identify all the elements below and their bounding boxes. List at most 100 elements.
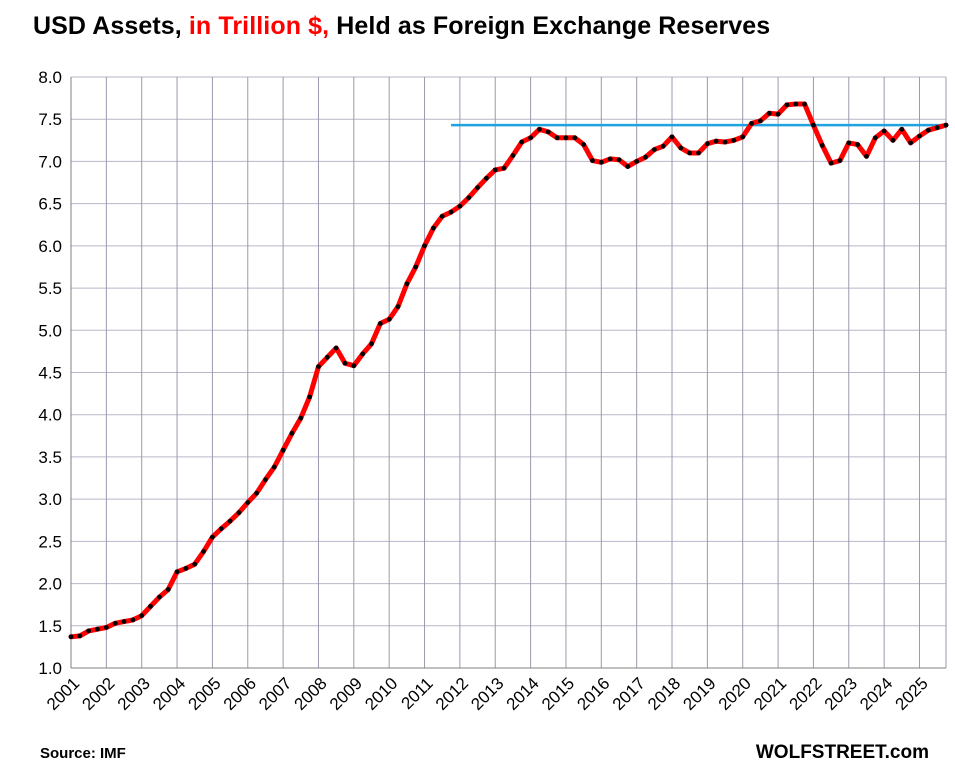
x-tick-label: 2002 bbox=[78, 674, 118, 714]
data-point bbox=[766, 110, 772, 116]
data-point bbox=[678, 145, 684, 151]
x-tick-label: 2017 bbox=[609, 674, 649, 714]
x-tick-label: 2012 bbox=[432, 674, 472, 714]
data-point bbox=[245, 500, 251, 505]
x-tick-label: 2022 bbox=[785, 674, 825, 714]
x-axis: 2001200220032004200520062007200820092010… bbox=[43, 667, 946, 714]
title-part-3: Held as Foreign Exchange Reserves bbox=[329, 12, 771, 40]
x-tick-label: 2021 bbox=[750, 674, 790, 714]
data-point bbox=[183, 565, 189, 571]
brand-label: WOLFSTREET.com bbox=[755, 742, 929, 763]
x-tick-label: 2018 bbox=[644, 674, 684, 714]
x-tick-label: 2019 bbox=[679, 674, 719, 714]
data-point bbox=[298, 415, 304, 421]
data-point bbox=[519, 139, 525, 145]
y-tick-label: 2.5 bbox=[38, 532, 62, 551]
data-point bbox=[696, 150, 701, 156]
data-point bbox=[254, 490, 260, 496]
data-point bbox=[342, 360, 348, 366]
data-point bbox=[687, 150, 693, 156]
data-point bbox=[413, 264, 419, 270]
x-tick-label: 2025 bbox=[892, 674, 932, 714]
data-point bbox=[95, 626, 100, 632]
data-point bbox=[616, 157, 622, 163]
data-point bbox=[651, 147, 657, 153]
x-tick-label: 2004 bbox=[149, 674, 189, 714]
data-point bbox=[218, 526, 224, 532]
data-point bbox=[925, 127, 931, 133]
data-point bbox=[864, 153, 869, 159]
data-point bbox=[439, 213, 445, 219]
x-tick-label: 2024 bbox=[856, 674, 896, 714]
data-point bbox=[528, 135, 533, 141]
data-point bbox=[369, 341, 374, 347]
data-point bbox=[749, 121, 754, 126]
chart-title: USD Assets, in Trillion $, Held as Forei… bbox=[33, 12, 770, 41]
x-tick-label: 2015 bbox=[538, 674, 578, 714]
x-tick-label: 2007 bbox=[255, 674, 295, 714]
data-point bbox=[236, 510, 242, 516]
y-tick-label: 8.0 bbox=[38, 68, 62, 87]
x-tick-label: 2011 bbox=[397, 674, 436, 713]
data-point bbox=[722, 139, 728, 145]
data-point bbox=[607, 156, 613, 162]
y-tick-label: 4.0 bbox=[38, 406, 62, 425]
x-tick-label: 2006 bbox=[220, 674, 260, 714]
data-point bbox=[775, 111, 781, 117]
data-point bbox=[404, 281, 410, 287]
source-label: Source: IMF bbox=[40, 745, 126, 762]
data-point bbox=[713, 138, 719, 144]
data-point bbox=[395, 304, 401, 310]
data-point bbox=[457, 203, 463, 209]
data-point bbox=[307, 394, 313, 400]
data-point bbox=[165, 587, 171, 592]
data-point bbox=[422, 243, 427, 249]
data-point bbox=[917, 133, 922, 139]
data-point bbox=[130, 617, 136, 623]
gridlines bbox=[70, 76, 947, 669]
x-tick-label: 2016 bbox=[573, 674, 613, 714]
data-point bbox=[625, 164, 631, 169]
title-part-1: USD Assets, bbox=[33, 12, 189, 40]
data-point bbox=[837, 158, 843, 163]
y-tick-label: 4.5 bbox=[38, 364, 62, 383]
series-line bbox=[68, 101, 949, 640]
data-point bbox=[590, 158, 595, 163]
data-point bbox=[846, 140, 852, 146]
data-point bbox=[501, 165, 507, 171]
data-point bbox=[475, 185, 480, 191]
data-point bbox=[377, 321, 383, 326]
data-point bbox=[793, 101, 799, 107]
data-point bbox=[598, 159, 604, 165]
y-tick-label: 3.0 bbox=[38, 490, 62, 509]
data-point bbox=[484, 175, 489, 181]
data-point bbox=[316, 364, 321, 369]
data-point bbox=[139, 613, 145, 619]
y-tick-label: 7.5 bbox=[38, 110, 62, 129]
y-tick-label: 1.0 bbox=[38, 659, 62, 678]
data-point bbox=[740, 134, 746, 140]
x-tick-label: 2005 bbox=[184, 674, 224, 714]
y-tick-label: 2.0 bbox=[38, 575, 62, 594]
data-point bbox=[289, 430, 295, 436]
data-point bbox=[210, 534, 215, 540]
data-point bbox=[492, 167, 498, 173]
x-tick-label: 2013 bbox=[467, 674, 507, 714]
x-tick-label: 2020 bbox=[715, 674, 755, 714]
data-point bbox=[537, 126, 542, 132]
x-tick-label: 2023 bbox=[821, 674, 861, 714]
data-point bbox=[811, 122, 816, 128]
data-point bbox=[68, 634, 74, 640]
data-point bbox=[634, 159, 640, 164]
data-point bbox=[77, 633, 83, 639]
data-point bbox=[324, 354, 330, 360]
data-point bbox=[660, 143, 666, 149]
data-point bbox=[872, 135, 878, 141]
data-point bbox=[263, 477, 268, 483]
data-point bbox=[554, 135, 560, 141]
data-point bbox=[103, 625, 109, 630]
data-point bbox=[643, 154, 648, 160]
y-tick-label: 6.0 bbox=[38, 237, 62, 256]
data-point bbox=[386, 316, 392, 322]
